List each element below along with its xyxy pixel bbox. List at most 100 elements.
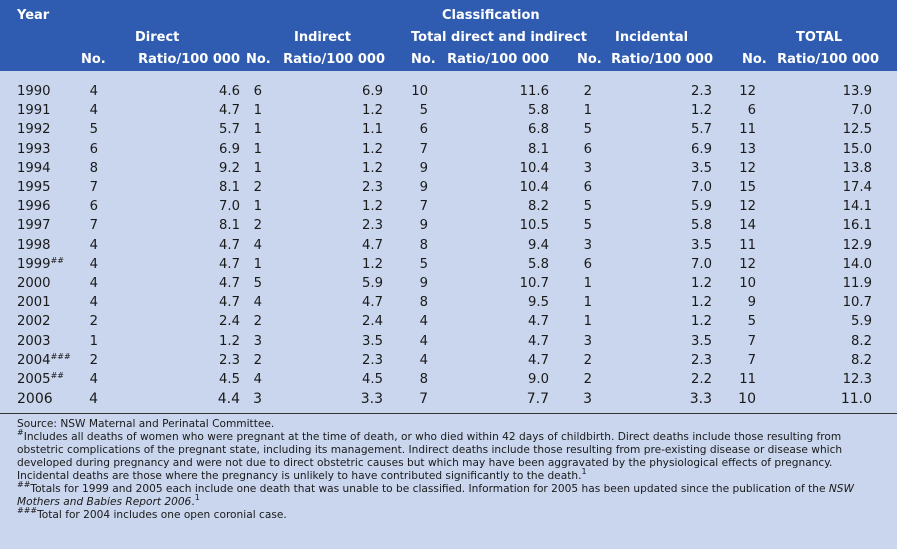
cell-inc-no: 6 xyxy=(583,256,592,272)
cell-t-ratio: 9.5 xyxy=(528,295,549,311)
cell-t-ratio: 5.8 xyxy=(528,256,549,272)
year-value: 1999 xyxy=(17,256,51,272)
cell-tot-no: 6 xyxy=(747,103,756,119)
cell-tot-no: 11 xyxy=(739,237,756,253)
cell-d-ratio: 4.5 xyxy=(219,372,240,388)
cell-i-no: 5 xyxy=(253,276,262,292)
cell-inc-no: 1 xyxy=(583,103,592,119)
cell-d-ratio: 4.6 xyxy=(219,84,240,99)
cell-i-no: 3 xyxy=(253,333,262,349)
cell-inc-ratio: 1.2 xyxy=(691,295,712,311)
row-padding xyxy=(872,197,897,216)
cell-inc-ratio: 2.3 xyxy=(691,84,712,99)
cell-tot-no: 11 xyxy=(739,122,756,138)
cell-i-no: 6 xyxy=(253,84,262,99)
cell-tot-ratio: 14.0 xyxy=(842,256,872,272)
cell-t-no: 9 xyxy=(419,218,428,234)
cell-tot-no: 12 xyxy=(739,160,756,176)
footnotes: Source: NSW Maternal and Perinatal Commi… xyxy=(17,418,885,522)
row-padding xyxy=(872,255,897,274)
cell-d-no: 4 xyxy=(89,256,98,272)
cell-d-ratio: 4.7 xyxy=(219,276,240,292)
cell-d-no: 1 xyxy=(89,333,98,349)
cell-d-ratio: 4.7 xyxy=(219,237,240,253)
cell-d-ratio: 1.2 xyxy=(219,333,240,349)
year-value: 1997 xyxy=(17,218,51,234)
row-padding xyxy=(872,370,897,389)
cell-inc-ratio: 2.3 xyxy=(691,352,712,368)
cell-i-ratio: 3.3 xyxy=(360,391,383,408)
cell-d-ratio: 8.1 xyxy=(219,180,240,196)
table-row: 2006 4 4.4 3 3.3 7 7.7 3 3.3 10 11.0 xyxy=(0,389,897,409)
cell-tot-no: 12 xyxy=(739,199,756,215)
cell-inc-ratio: 3.3 xyxy=(689,391,712,408)
group-direct: Direct xyxy=(135,30,180,45)
cell-tot-no: 14 xyxy=(739,218,756,234)
cell-i-no: 3 xyxy=(253,391,262,408)
year-cell: 2006 xyxy=(0,389,60,409)
cell-inc-ratio: 3.5 xyxy=(691,160,712,176)
cell-tot-no: 7 xyxy=(747,352,756,368)
group-incidental: Incidental xyxy=(615,30,689,45)
year-cell: 1999## xyxy=(0,255,64,274)
year-value: 1992 xyxy=(17,122,51,138)
cell-t-ratio: 4.7 xyxy=(528,333,549,349)
cell-i-ratio: 6.9 xyxy=(362,84,383,99)
cell-i-no: 1 xyxy=(253,103,262,119)
col-ratio-direct: Ratio/100 000 xyxy=(138,52,240,67)
row-padding xyxy=(872,389,897,409)
cell-i-ratio: 1.2 xyxy=(362,199,383,215)
cell-inc-no: 2 xyxy=(583,84,592,99)
cell-inc-ratio: 2.2 xyxy=(691,372,712,388)
cell-d-ratio: 5.7 xyxy=(219,122,240,138)
cell-tot-ratio: 12.5 xyxy=(842,122,872,138)
footer-rule xyxy=(0,413,897,414)
cell-i-ratio: 4.7 xyxy=(362,237,383,253)
row-padding xyxy=(872,312,897,331)
cell-inc-no: 1 xyxy=(583,295,592,311)
year-cell: 2003 xyxy=(0,332,60,351)
cell-t-no: 7 xyxy=(419,199,428,215)
row-padding xyxy=(872,120,897,139)
cell-t-ratio: 5.8 xyxy=(528,103,549,119)
cell-t-no: 7 xyxy=(419,391,428,408)
cell-inc-ratio: 7.0 xyxy=(691,180,712,196)
cell-i-no: 1 xyxy=(253,199,262,215)
cell-t-ratio: 6.8 xyxy=(528,122,549,138)
cell-d-no: 6 xyxy=(89,199,98,215)
cell-inc-ratio: 1.2 xyxy=(691,103,712,119)
cell-i-no: 2 xyxy=(253,352,262,368)
year-value: 2002 xyxy=(17,314,51,330)
cell-inc-ratio: 1.2 xyxy=(691,314,712,330)
cell-t-ratio: 10.7 xyxy=(519,276,549,292)
cell-tot-ratio: 8.2 xyxy=(851,333,872,349)
year-cell: 1997 xyxy=(0,216,60,235)
cell-inc-no: 5 xyxy=(583,122,592,138)
table-row: 2000 4 4.7 5 5.9 9 10.7 1 1.2 10 11.9 xyxy=(0,274,897,293)
cell-tot-ratio: 13.9 xyxy=(842,84,872,99)
row-padding xyxy=(872,351,897,370)
year-header: Year xyxy=(17,8,50,23)
source-note: Source: NSW Maternal and Perinatal Commi… xyxy=(17,418,275,430)
cell-d-ratio: 8.1 xyxy=(219,218,240,234)
col-ratio-indirect: Ratio/100 000 xyxy=(283,52,385,67)
cell-i-ratio: 2.4 xyxy=(362,314,383,330)
cell-t-ratio: 9.4 xyxy=(528,237,549,253)
table-row: 2005## 4 4.5 4 4.5 8 9.0 2 2.2 11 12.3 xyxy=(0,370,897,389)
col-no-total-di: No. xyxy=(411,52,436,67)
cell-tot-no: 12 xyxy=(739,84,756,99)
cell-t-no: 5 xyxy=(419,103,428,119)
cell-t-ratio: 10.4 xyxy=(519,180,549,196)
cell-tot-no: 11 xyxy=(739,372,756,388)
cell-t-ratio: 9.0 xyxy=(528,372,549,388)
cell-t-ratio: 8.2 xyxy=(528,199,549,215)
data-table: 1990 4 4.6 6 6.9 10 11.6 2 2.3 12 13.9 1991 4 4.7 1 1.2… xyxy=(0,82,897,409)
cell-d-no: 5 xyxy=(89,122,98,138)
year-value: 2003 xyxy=(17,333,51,349)
cell-t-no: 10 xyxy=(411,84,428,99)
col-no-incidental: No. xyxy=(577,52,602,67)
cell-d-ratio: 2.4 xyxy=(219,314,240,330)
cell-inc-no: 5 xyxy=(583,218,592,234)
group-total: TOTAL xyxy=(796,30,843,45)
year-value: 1998 xyxy=(17,237,51,253)
